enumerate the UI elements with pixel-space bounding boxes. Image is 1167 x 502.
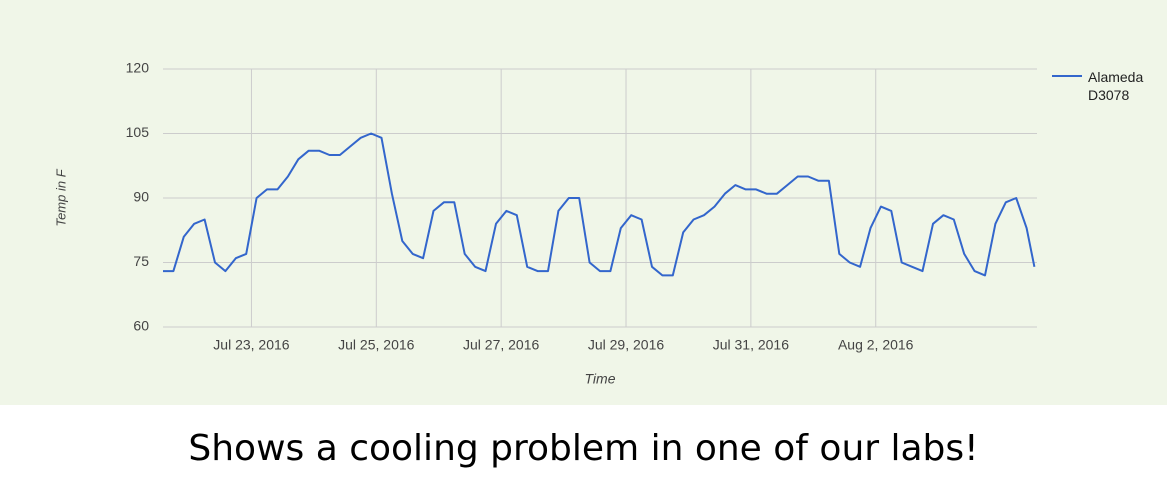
x-tick-label: Jul 31, 2016 <box>713 337 789 353</box>
series-line <box>163 132 1036 277</box>
caption: Shows a cooling problem in one of our la… <box>188 428 979 469</box>
x-tick-label: Jul 25, 2016 <box>338 337 414 353</box>
y-tick-label: 90 <box>133 189 149 205</box>
y-tick-label: 75 <box>133 253 149 269</box>
chart: Time Temp in F 60 75 90 105 120 Jul 23, 2016 J… <box>53 60 1037 387</box>
x-tick-label: Aug 2, 2016 <box>838 337 914 353</box>
x-tick-label: Jul 27, 2016 <box>463 337 539 353</box>
legend-entry: Alameda D3078 <box>1088 69 1144 103</box>
legend-swatch <box>1052 75 1082 77</box>
y-axis-label: Temp in F <box>53 168 68 226</box>
grid <box>163 68 1037 328</box>
x-axis-label: Time <box>585 371 616 387</box>
x-tick-label: Jul 29, 2016 <box>588 337 664 353</box>
y-tick-label: 60 <box>133 318 149 334</box>
x-tick-label: Jul 23, 2016 <box>213 337 289 353</box>
y-tick-label: 120 <box>126 60 150 76</box>
y-tick-label: 105 <box>126 124 150 140</box>
chart-background <box>0 0 1167 405</box>
